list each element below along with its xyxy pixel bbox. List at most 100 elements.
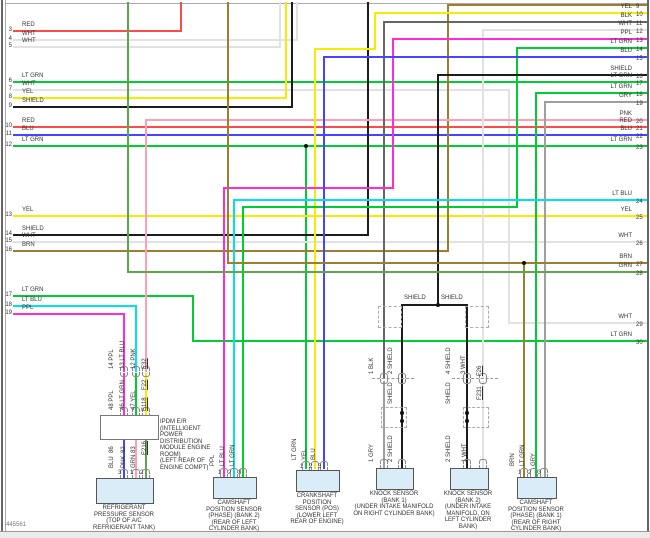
knock-sensor-bank1-label: KNOCK SENSOR (369, 491, 419, 497)
frame-bottom (0, 531, 650, 532)
connector-arc (530, 468, 538, 473)
pin-label: GRN (131, 454, 137, 468)
connector-arc (463, 373, 471, 378)
wire-LT GRN (13, 295, 194, 297)
connector-arc (132, 372, 140, 377)
wire-RED (13, 30, 182, 32)
wire-color-label: RED (22, 22, 35, 28)
pin-label: SHIELD (388, 382, 394, 404)
wire-number: 17 (5, 292, 12, 298)
connector-id-label: E118 (142, 397, 148, 411)
bottom-margin (0, 532, 650, 538)
wire-color-label: WHT (618, 233, 632, 239)
camshaft-position-sensor-bank2-label: (PHASE) (BANK 2) (208, 513, 260, 519)
ipdm-label: (LEFT REAR OF (160, 458, 205, 464)
wire-number: 18 (5, 302, 12, 308)
wire-LT BLU (233, 199, 235, 478)
wire-SHIELD (13, 234, 369, 236)
wire-color-label: YEL (620, 4, 632, 10)
connector-arc (142, 366, 150, 371)
ipdm-label: IPDM E/R (160, 419, 187, 425)
wire-number: 4 (8, 36, 12, 42)
ipdm-label: (INTELLIGENT (160, 425, 201, 432)
wire-color-label: RED (619, 118, 632, 124)
wire-RED (13, 126, 647, 128)
camshaft-position-sensor-bank1-label: CYLINDER BANK) (510, 526, 562, 532)
ipdm-box (100, 415, 159, 440)
pin-label: LT BLU (220, 446, 226, 466)
camshaft-position-sensor-bank2-label: CAMSHAFT (217, 500, 251, 506)
wire-YEL (13, 215, 647, 217)
wire-LT GRN (535, 92, 647, 94)
pin-number: 3 (318, 464, 322, 470)
pin-label: 46 LT GRN (120, 380, 126, 410)
wire-color-label: PNK (619, 111, 632, 117)
crankshaft-position-sensor-label: SENSOR (POS) (295, 506, 339, 512)
connector-arc (220, 468, 228, 473)
wire-SHIELD (13, 106, 293, 108)
pin-label: 3 WHT (461, 355, 467, 374)
junction-dot (465, 411, 469, 415)
shield-dashed-box (463, 407, 489, 428)
knock-sensor-bank2-label: MANIFOLD, ON (446, 510, 490, 517)
wire-YEL (374, 12, 376, 50)
connector-arc (239, 468, 247, 473)
junction-dot (400, 419, 404, 423)
wire-LT GRN (516, 47, 518, 208)
pin-label: 1 GRY (369, 444, 375, 462)
connector-arc (132, 407, 140, 412)
refrigerant-pressure-sensor-label: REFRIGERANT (102, 505, 146, 511)
wire-YEL (314, 48, 316, 469)
connector-arc (540, 468, 548, 473)
wire-BRN (227, 262, 647, 264)
pin-label: PNK (121, 455, 127, 468)
wire-PPL (223, 187, 225, 478)
wire-color-label: SHIELD (610, 66, 632, 72)
wire-number: 19 (636, 101, 643, 107)
wire-number: 17 (636, 81, 643, 87)
wire-color-label: WHT (618, 314, 632, 320)
connector-arc (479, 373, 487, 378)
wire-SHIELD (466, 304, 468, 469)
wire-number: 3 (8, 27, 12, 33)
wire-WHT (482, 29, 484, 379)
connector-arc (142, 469, 150, 474)
wire-number: 15 (636, 56, 643, 62)
wire-number: 18 (636, 92, 643, 98)
wire-number: 11 (5, 131, 12, 137)
wire-LT GRN (305, 145, 307, 469)
wire-number: 30 (636, 340, 643, 346)
knock-sensor-bank1-label: (UNDER INTAKE MANIFOLD (354, 504, 434, 510)
wire-color-label: YEL (620, 207, 632, 213)
wire-number: 12 (636, 29, 643, 35)
wire-PPL (392, 38, 647, 40)
frame-right (647, 0, 649, 538)
pin-label: BRN (510, 453, 516, 466)
junction-dot (400, 411, 404, 415)
shield-label: SHIELD (441, 295, 463, 301)
wire-WHT (482, 381, 484, 469)
wire-color-label: BRN (619, 254, 632, 260)
wire-color-label: LT GRN (610, 137, 632, 143)
camshaft-position-sensor-bank1-label: (PHASE) (BANK 1) (510, 513, 562, 519)
wire-BRN (447, 4, 647, 6)
camshaft-position-sensor-bank2-label: POSITION SENSOR (206, 506, 262, 513)
wire-number: 21 (636, 126, 643, 132)
wire-number: 23 (636, 145, 643, 151)
wire-color-label: PPL (22, 305, 34, 311)
pin-label: 2 SHIELD (388, 435, 394, 462)
camshaft-position-sensor-bank1 (517, 477, 557, 499)
pin-number: 3 (238, 470, 242, 476)
knock-sensor-bank1-label: ON RIGHT CYLINDER BANK) (353, 510, 435, 517)
junction-dot (522, 261, 526, 265)
wire-number: 19 (5, 310, 12, 316)
wire-color-label: LT GRN (610, 332, 632, 338)
wire-number: 15 (5, 238, 12, 244)
wire-color-label: LT GRN (610, 84, 632, 90)
pin-label: 48 PPL (109, 390, 115, 410)
refrigerant-pressure-sensor-label: (TOP OF A/C (106, 518, 142, 524)
wire-color-label: BLK (620, 13, 632, 19)
connector-arc (311, 461, 319, 466)
ipdm-label: POWER (160, 432, 183, 438)
camshaft-position-sensor-bank2 (213, 477, 257, 499)
